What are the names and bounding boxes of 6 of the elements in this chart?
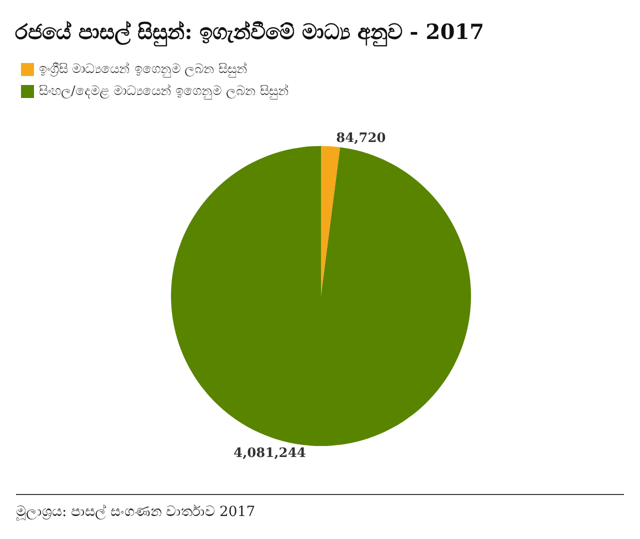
data-label: 4,081,244 [234,446,306,462]
legend-label: ඉංග්‍රීසි මාධ්‍යයෙන් ඉගෙනුම ලබන සිසුන් [39,61,248,77]
legend-label: සිංහල/දෙමළ මාධ්‍යයෙන් ඉගෙනුම ලබන සිසුන් [39,83,289,99]
chart-title: රජයේ පාසල් සිසුන්: ඉගැන්වීමේ මාධ්‍ය අනුව - 2017 [15,19,484,47]
text: මූලාශ්‍රය: පාසල් සංගණන වාර්තාව 2017 [16,504,256,521]
data-label: 84,720 [336,130,386,146]
